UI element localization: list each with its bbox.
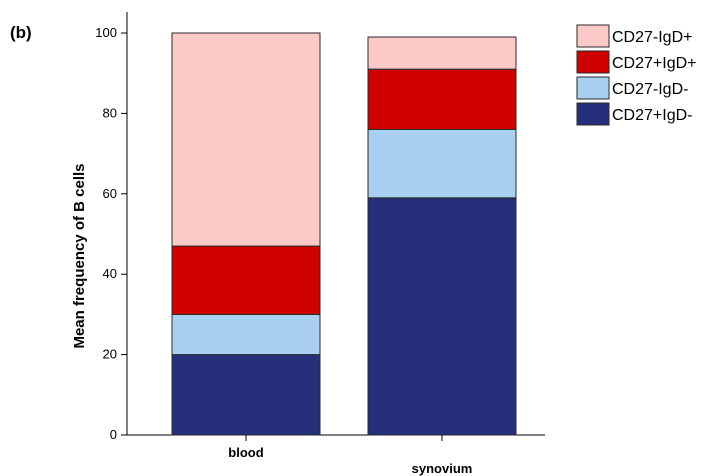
legend-label: CD27-IgD+ <box>612 29 692 46</box>
bar-segment <box>367 197 517 436</box>
bar-segment <box>171 245 321 315</box>
legend: CD27-IgD+ CD27+IgD+ CD27-IgD- CD27+IgD- <box>576 24 697 126</box>
legend-label: CD27+IgD- <box>612 107 692 124</box>
bar-segment <box>171 354 321 436</box>
y-tick-label: 80 <box>103 105 117 120</box>
legend-swatch <box>576 24 610 48</box>
legend-label: CD27-IgD- <box>612 81 688 98</box>
legend-swatch <box>576 76 610 100</box>
x-tick-label: synovium <box>412 461 473 476</box>
x-tick-label: blood <box>228 445 263 460</box>
bar-segment <box>367 68 517 130</box>
bar-segment <box>367 36 517 70</box>
y-tick-label: 40 <box>103 266 117 281</box>
y-tick-label: 60 <box>103 186 117 201</box>
bar-segment <box>171 32 321 247</box>
legend-swatch <box>576 102 610 126</box>
bar-segment <box>171 313 321 356</box>
panel-label: (b) <box>10 23 32 42</box>
legend-label: CD27+IgD+ <box>612 55 697 72</box>
plot-area: 0 20 40 60 80 100 Mean frequency of B cells blo… <box>71 12 545 476</box>
legend-swatch <box>576 50 610 74</box>
bar-segment <box>367 128 517 199</box>
y-tick-label: 100 <box>95 25 117 40</box>
y-axis-title: Mean frequency of B cells <box>71 163 88 348</box>
y-tick-label: 20 <box>103 347 117 362</box>
y-tick-label: 0 <box>110 427 117 442</box>
